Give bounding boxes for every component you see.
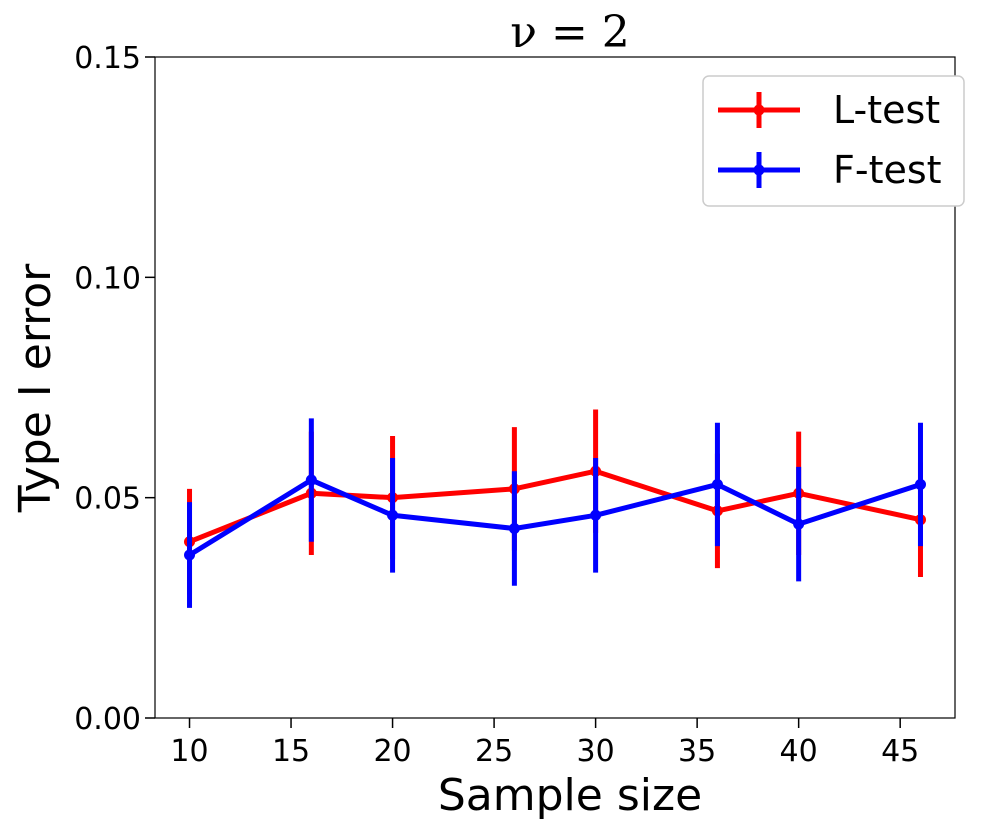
legend-swatch-marker — [753, 164, 765, 176]
plot-area-frame — [154, 56, 956, 719]
x-tick-label: 45 — [881, 734, 919, 769]
x-tick-label: 20 — [373, 734, 411, 769]
f-test-line — [188, 477, 922, 558]
f-test-point — [508, 523, 520, 535]
f-test-point — [305, 474, 317, 486]
f-test-point — [914, 478, 926, 490]
x-tick-label: 30 — [577, 734, 615, 769]
x-tick-label: 25 — [475, 734, 513, 769]
legend-item-f-test: F-test — [718, 148, 942, 192]
y-tick-label: 0.15 — [74, 41, 141, 76]
x-axis-label: Sample size — [438, 770, 702, 821]
legend-label: F-test — [833, 148, 942, 192]
x-axis-ticks: 10 15 20 25 30 35 40 45 — [170, 718, 919, 769]
y-axis-label: Type I error — [10, 263, 61, 513]
x-tick-label: 10 — [170, 734, 208, 769]
y-axis-ticks: 0.00 0.05 0.10 0.15 — [74, 41, 155, 737]
f-test-point — [590, 509, 602, 521]
f-test-point — [184, 549, 196, 561]
legend: L-test F-test — [702, 75, 965, 207]
l-test-line — [188, 468, 922, 545]
y-tick-label: 0.10 — [74, 261, 141, 296]
legend-swatch-marker — [753, 104, 765, 116]
series-f-test — [184, 418, 926, 608]
legend-item-l-test: L-test — [718, 88, 940, 132]
legend-label: L-test — [833, 88, 940, 132]
x-tick-label: 15 — [272, 734, 310, 769]
x-tick-label: 35 — [678, 734, 716, 769]
f-test-point — [387, 509, 399, 521]
f-test-point — [793, 518, 805, 530]
f-test-point — [711, 478, 723, 490]
y-tick-label: 0.00 — [74, 702, 141, 737]
chart-title: ν = 2 — [510, 7, 630, 58]
series-l-test — [184, 409, 926, 595]
series-layer — [184, 409, 926, 608]
x-tick-label: 40 — [780, 734, 818, 769]
y-tick-label: 0.05 — [74, 482, 141, 517]
